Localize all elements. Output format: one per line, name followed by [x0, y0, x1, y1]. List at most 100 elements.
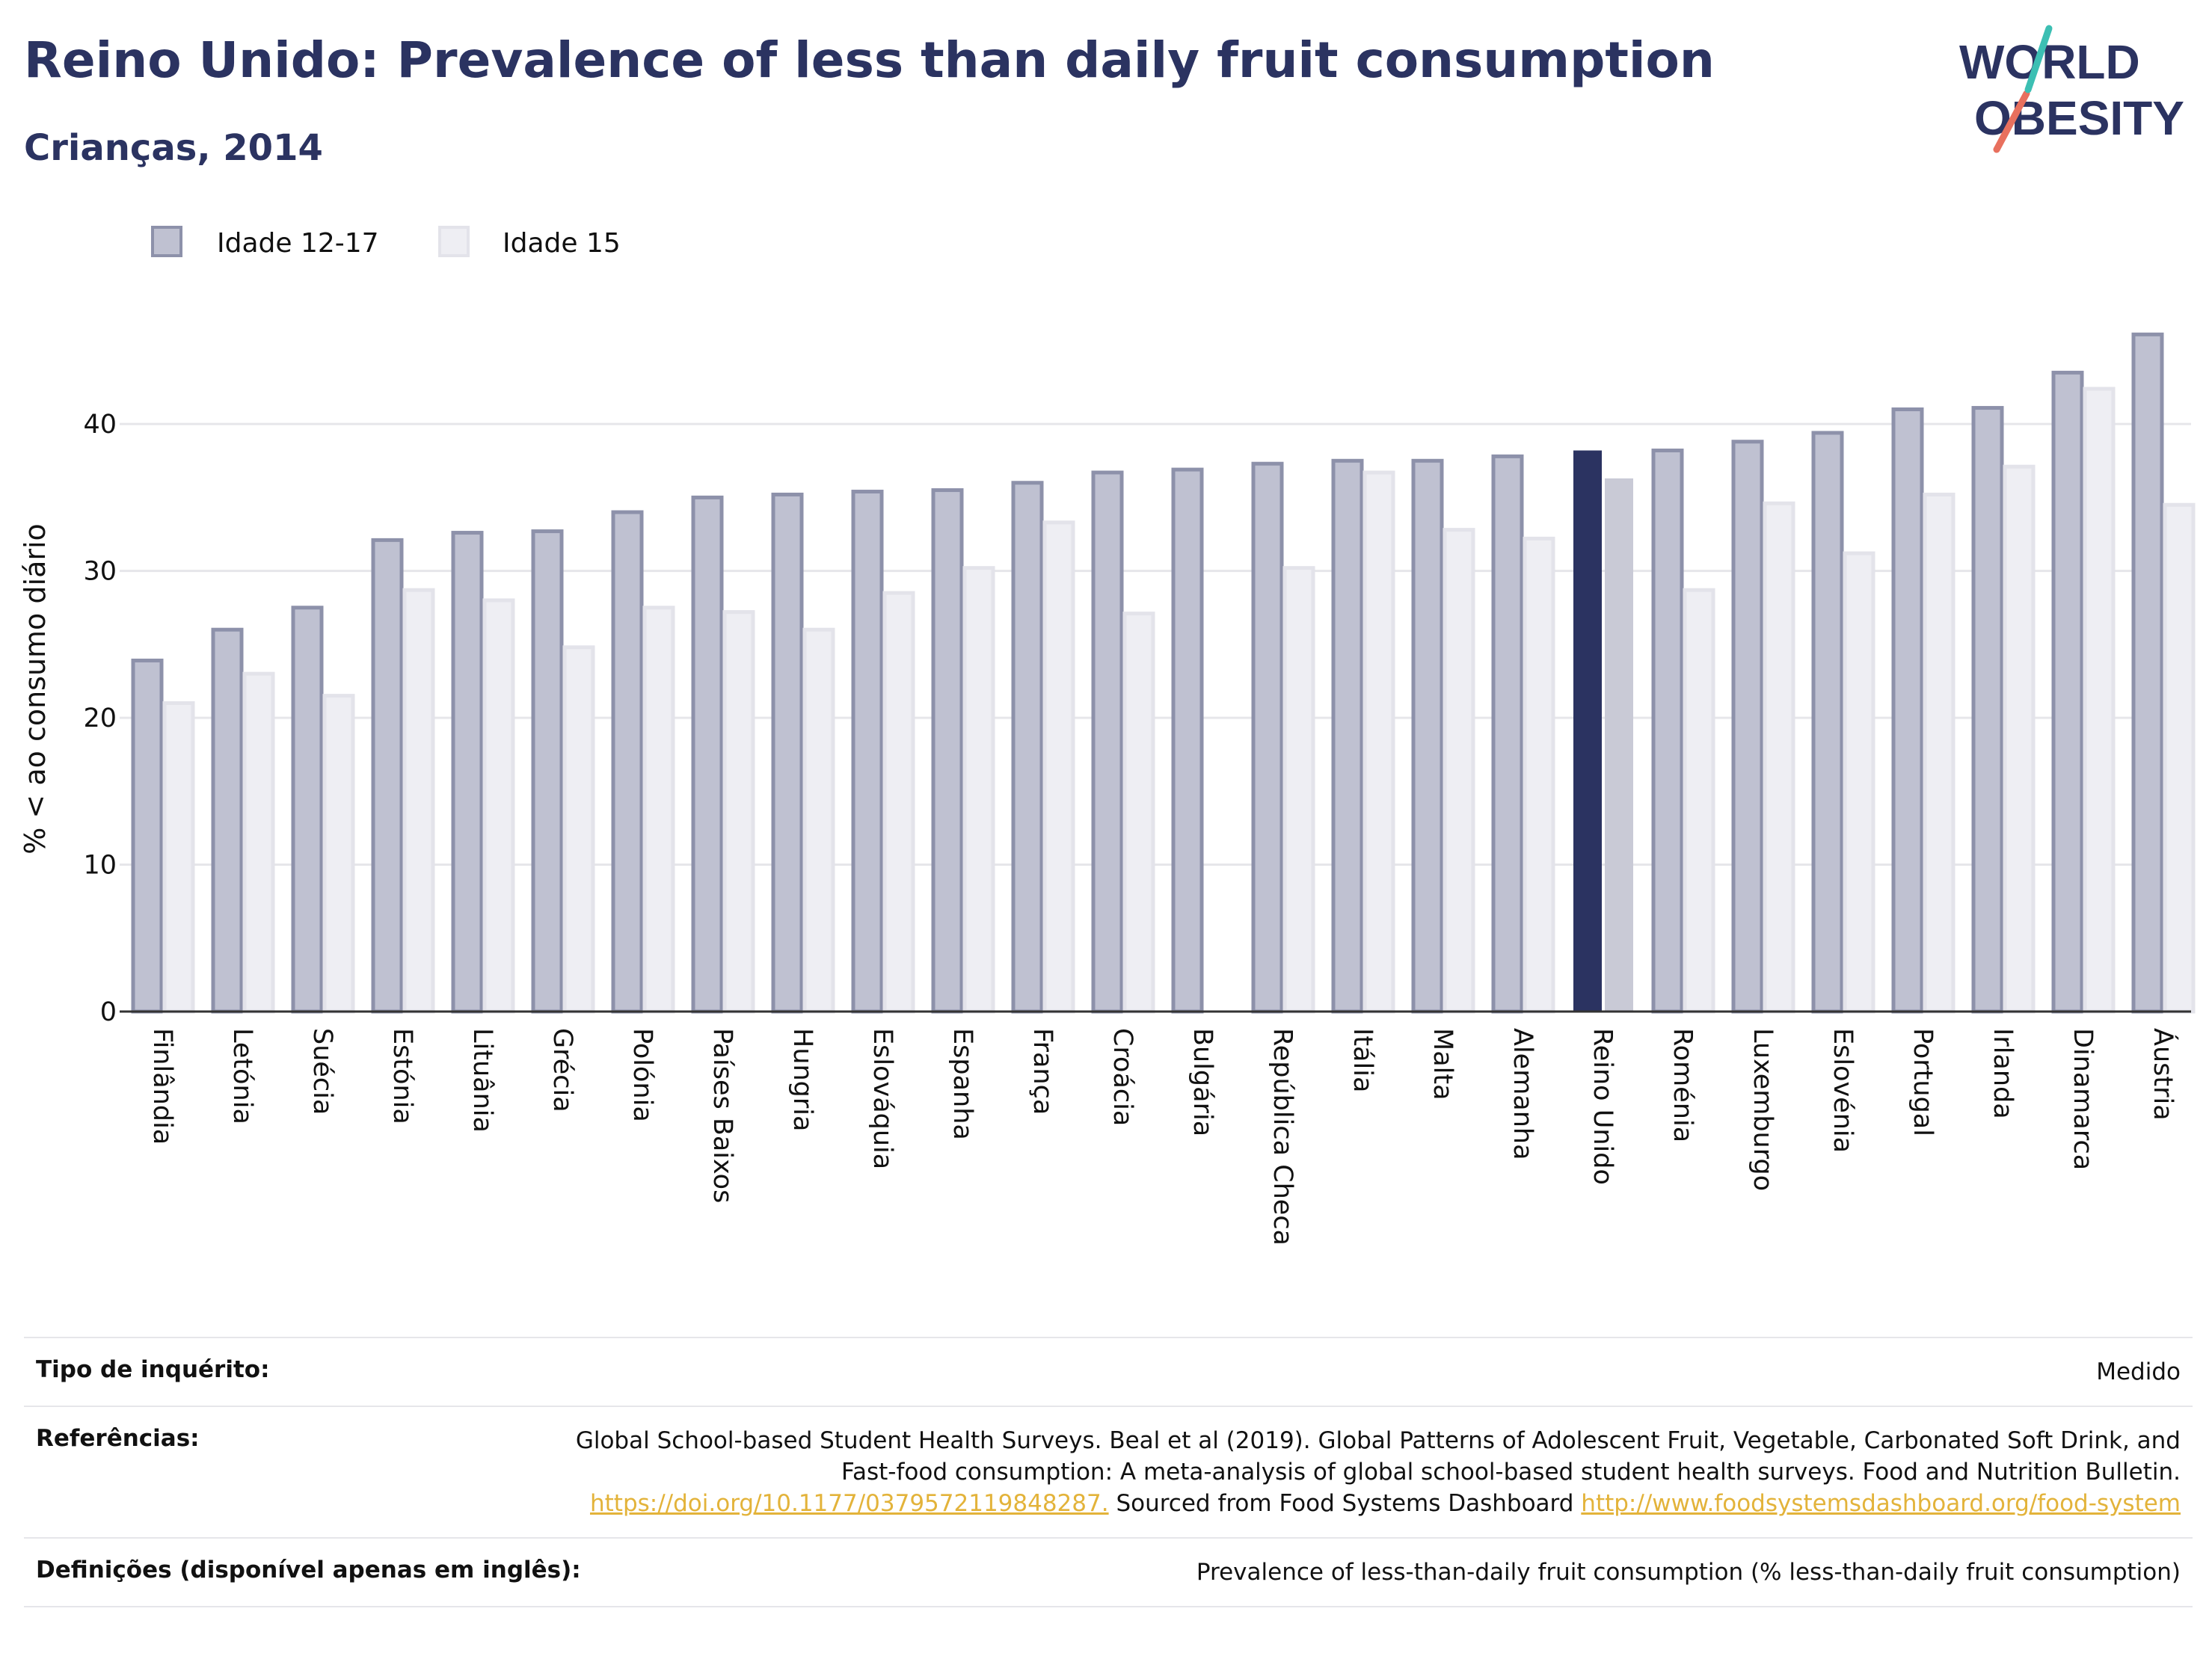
- bar-age-15: [1362, 470, 1395, 1014]
- x-tick-label: Espanha: [947, 1028, 977, 1140]
- x-tick-label: Letónia: [227, 1028, 257, 1124]
- x-tick-label: Áustria: [2148, 1028, 2179, 1121]
- bar-age-12-17: [1811, 431, 1844, 1014]
- references-source-text: Sourced from Food Systems Dashboard: [1116, 1490, 1574, 1517]
- bar-age-12-17: [2131, 332, 2164, 1014]
- bar-chart: Idade 12-17 Idade 15 0 10 20 30 40 Finlândia…: [19, 226, 2196, 1246]
- x-tick-label: Reino Unido: [1588, 1028, 1617, 1185]
- bar-age-15: [2163, 502, 2196, 1014]
- bar-age-15: [2003, 464, 2036, 1014]
- info-table: Tipo de inquérito: Medido Referências: G…: [24, 1337, 2193, 1607]
- bar-age-12-17: [451, 531, 484, 1014]
- bar-age-12-17: [691, 495, 724, 1014]
- survey-type-label: Tipo de inquérito:: [36, 1356, 270, 1383]
- x-tick-label: Eslováquia: [867, 1028, 897, 1169]
- bar-age-15: [1763, 501, 1795, 1014]
- x-tick-label: Grécia: [547, 1028, 577, 1112]
- bar-age-15: [242, 671, 275, 1014]
- bar-age-12-17: [1171, 467, 1204, 1014]
- y-tick-label: 30: [83, 557, 117, 587]
- logo-line1: WORLD: [1959, 35, 2140, 89]
- bar-age-12-17: [1331, 458, 1364, 1014]
- legend: Idade 12-17 Idade 15: [151, 226, 621, 259]
- bar-age-12-17: [611, 510, 644, 1014]
- bar-age-12-17: [2051, 370, 2084, 1014]
- x-tick-label: Itália: [1348, 1028, 1377, 1092]
- bar-age-12-17: [931, 488, 964, 1014]
- bar-age-15: [1042, 520, 1075, 1014]
- bar-age-15: [562, 645, 595, 1014]
- bar-age-15: [962, 566, 995, 1014]
- survey-type-row: Tipo de inquérito: Medido: [24, 1337, 2193, 1406]
- x-tick-label: Lituânia: [467, 1028, 497, 1133]
- bar-age-15: [1523, 536, 1555, 1014]
- bar-age-12-17: [1491, 454, 1524, 1014]
- bar-age-15: [1282, 566, 1315, 1014]
- legend-swatch-age-15: [438, 226, 470, 257]
- bar-age-15: [642, 606, 675, 1014]
- references-value: Global School-based Student Health Surve…: [573, 1425, 2181, 1519]
- x-tick-label: Malta: [1428, 1028, 1457, 1101]
- x-tick-label: Croácia: [1107, 1028, 1137, 1126]
- bar-age-12-17: [1091, 470, 1124, 1014]
- bar-age-12-17: [131, 658, 164, 1014]
- y-axis-title: % < ao consumo diário: [19, 523, 52, 855]
- bar-age-15: [1683, 588, 1715, 1014]
- doi-link[interactable]: https://doi.org/10.1177/0379572119848287…: [590, 1490, 1109, 1517]
- bar-age-12-17: [531, 529, 564, 1014]
- legend-swatch-age-12-17: [151, 226, 182, 257]
- legend-label-age-12-17: Idade 12-17: [217, 228, 379, 259]
- bar-age-15: [322, 694, 355, 1014]
- bar-age-15: [882, 591, 915, 1014]
- bar-age-15: [2083, 387, 2116, 1014]
- bar-age-15: [1843, 551, 1875, 1014]
- food-systems-dashboard-link[interactable]: http://www.foodsystemsdashboard.org/food…: [1581, 1490, 2181, 1517]
- references-label: Referências:: [36, 1425, 200, 1452]
- logo-slash-lower: [1993, 90, 2030, 153]
- references-text: Global School-based Student Health Surve…: [575, 1427, 2181, 1486]
- bar-age-12-17: [291, 606, 324, 1014]
- bar-age-15: [482, 598, 515, 1014]
- y-axis-ticks: 0 10 20 30 40: [83, 410, 117, 1027]
- bar-age-12-17: [1573, 450, 1602, 1012]
- bar-age-12-17: [1651, 449, 1684, 1014]
- bar-age-12-17: [1891, 407, 1924, 1014]
- bar-age-15: [1443, 528, 1475, 1014]
- x-tick-label: Luxemburgo: [1748, 1028, 1778, 1191]
- x-tick-label: Polónia: [627, 1028, 657, 1122]
- x-tick-label: Países Baixos: [707, 1028, 737, 1203]
- logo-slash-upper: [2024, 25, 2053, 93]
- x-axis-labels: Finlândia Letónia Suécia Estónia Lituânia Gré…: [147, 1028, 2179, 1246]
- bar-age-15: [802, 627, 835, 1014]
- bar-age-12-17: [371, 538, 404, 1014]
- survey-type-value: Medido: [2096, 1358, 2181, 1385]
- bar-age-15: [722, 610, 755, 1014]
- y-tick-label: 10: [83, 851, 117, 881]
- world-obesity-logo: WORLD OBESITY: [1959, 25, 2184, 153]
- logo-line2: OBESITY: [1974, 91, 2184, 145]
- bar-age-12-17: [771, 492, 804, 1014]
- definitions-value: Prevalence of less-than-daily fruit cons…: [1196, 1559, 2181, 1586]
- x-tick-label: Dinamarca: [2068, 1028, 2098, 1170]
- bar-age-12-17: [1411, 458, 1444, 1014]
- y-tick-label: 20: [83, 704, 117, 733]
- bar-age-15: [402, 588, 435, 1014]
- x-tick-label: França: [1027, 1028, 1057, 1115]
- bar-age-15: [1122, 612, 1155, 1014]
- bar-age-12-17: [1011, 481, 1044, 1014]
- x-tick-label: República Checa: [1268, 1028, 1297, 1246]
- chart-title: Reino Unido: Prevalence of less than dai…: [24, 31, 1715, 89]
- bar-age-12-17: [1731, 440, 1764, 1014]
- y-tick-label: 0: [100, 997, 117, 1027]
- x-tick-label: Roménia: [1668, 1028, 1698, 1142]
- x-tick-label: Alemanha: [1508, 1028, 1537, 1160]
- x-tick-label: Estónia: [387, 1028, 417, 1124]
- x-tick-label: Suécia: [307, 1028, 337, 1115]
- bar-age-15: [1605, 478, 1633, 1012]
- legend-label-age-15: Idade 15: [503, 228, 621, 259]
- bar-age-12-17: [1251, 461, 1284, 1014]
- bar-age-12-17: [211, 627, 244, 1014]
- chart-subtitle: Crianças, 2014: [24, 127, 323, 169]
- bar-age-12-17: [1971, 406, 2004, 1014]
- x-tick-label: Portugal: [1908, 1028, 1938, 1136]
